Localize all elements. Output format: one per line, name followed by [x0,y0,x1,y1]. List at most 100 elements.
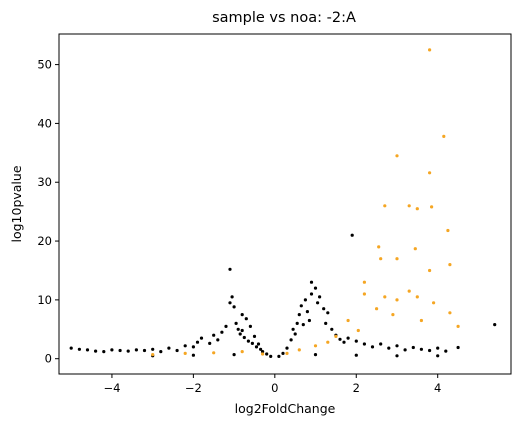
data-point [403,348,407,352]
data-point [191,345,195,349]
data-point [303,298,307,302]
data-point [493,323,497,327]
data-point [387,346,391,350]
data-point [428,268,432,273]
x-axis-ticks: −4 −2 0 2 4 [103,374,441,395]
data-point [242,335,246,340]
data-point [240,350,244,354]
y-axis-ticks: 0 10 20 30 40 50 [37,58,59,366]
data-point [238,332,242,336]
data-point [285,351,289,355]
chart-title: sample vs noa: -2:A [212,10,356,26]
data-point [216,338,220,342]
data-point [362,292,366,296]
points-layer [69,48,497,358]
data-point [110,348,114,352]
data-point [354,353,358,357]
plot-frame [58,33,512,375]
data-point [395,298,399,302]
data-point [395,257,399,261]
data-point [195,340,200,344]
data-point [224,324,228,328]
data-point [448,311,452,315]
data-point [342,340,346,344]
data-point [228,301,232,305]
data-point [248,324,252,328]
y-tick-label: 0 [45,352,52,366]
data-point [415,295,419,299]
data-point [167,346,171,350]
data-point [419,347,423,351]
data-point [234,321,238,325]
data-point [407,204,411,208]
data-point [212,351,216,355]
y-tick-label: 40 [37,116,52,130]
data-point [269,354,273,358]
data-point [395,354,399,358]
data-point [261,352,265,356]
data-point [428,171,432,175]
data-point [379,257,383,261]
data-point [346,318,350,323]
data-point [413,247,417,251]
data-point [428,48,432,52]
data-point [175,348,179,353]
data-point [326,311,330,315]
data-point [313,353,318,357]
data-point [350,233,354,237]
data-point [370,345,375,349]
data-point [94,349,98,353]
x-tick-label: 0 [271,381,278,395]
data-point [354,339,358,343]
data-point [430,205,434,209]
y-tick-label: 50 [37,58,52,72]
data-point [230,295,234,299]
data-point [191,353,195,357]
data-point [419,318,423,323]
x-tick-label: 4 [434,381,441,395]
data-point [236,327,240,331]
data-point [159,350,163,354]
x-axis-label: log2FoldChange [235,401,336,416]
data-point [250,341,254,345]
data-point [151,347,155,351]
data-point [411,345,415,350]
data-point [265,352,269,356]
data-point [326,340,330,344]
data-point [102,350,106,354]
data-point [295,321,299,325]
y-tick-label: 20 [37,234,52,248]
data-point [293,332,297,336]
data-point [307,318,311,323]
data-point [316,301,320,305]
x-tick-label: 2 [353,381,360,395]
data-point [448,263,452,267]
data-point [313,286,318,290]
data-point [291,327,295,331]
data-point [346,336,350,340]
data-point [432,301,436,305]
data-point [379,342,383,346]
data-point [142,348,147,353]
data-point [334,334,338,338]
data-point [69,346,73,350]
data-point [356,328,360,333]
data-point [297,313,301,317]
data-point [220,330,224,334]
data-point [77,347,81,351]
data-point [456,345,460,350]
y-axis-label: log10pvalue [9,165,24,242]
data-point [395,344,399,348]
data-point [436,346,440,350]
data-point [313,344,318,348]
data-point [289,338,293,342]
data-point [456,324,460,328]
data-point [407,289,411,293]
data-point [391,313,395,317]
data-point [318,295,322,299]
data-point [85,348,90,352]
data-point [246,339,250,343]
data-point [428,348,432,353]
data-point [118,348,122,353]
data-point [299,304,303,308]
